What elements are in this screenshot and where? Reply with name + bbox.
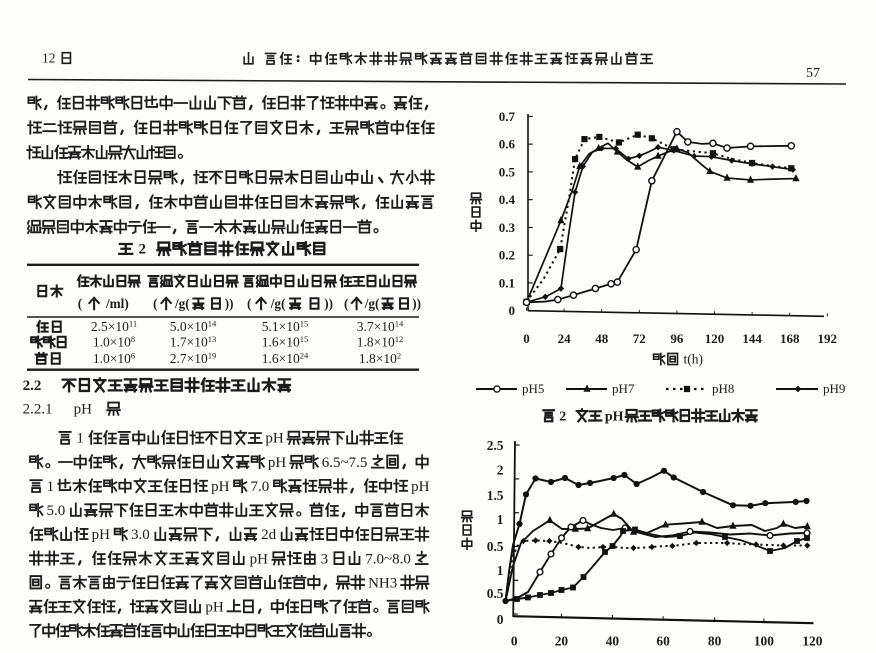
- svg-text:7.0: 7.0: [251, 479, 270, 495]
- svg-text:pH8: pH8: [712, 381, 734, 396]
- svg-text:3.7×1014: 3.7×1014: [357, 319, 404, 335]
- svg-text:pH5: pH5: [522, 381, 544, 396]
- svg-text:2.2.1: 2.2.1: [23, 402, 53, 418]
- svg-text:96: 96: [670, 331, 684, 346]
- svg-text:0.1: 0.1: [499, 275, 515, 290]
- svg-text:120: 120: [802, 634, 822, 649]
- svg-text:12: 12: [42, 51, 56, 66]
- svg-text:40: 40: [606, 634, 620, 649]
- svg-text:80: 80: [708, 634, 722, 649]
- svg-text:6.5~7.5: 6.5~7.5: [322, 455, 368, 471]
- svg-text:144: 144: [742, 331, 762, 346]
- svg-text:57: 57: [806, 66, 820, 81]
- svg-text:0: 0: [523, 331, 530, 346]
- svg-text:1: 1: [76, 431, 84, 447]
- svg-text:1.5: 1.5: [487, 488, 504, 503]
- svg-text:20: 20: [555, 634, 569, 649]
- svg-text:0.4: 0.4: [499, 192, 516, 207]
- svg-text:(: (: [344, 296, 348, 311]
- svg-text:168: 168: [780, 331, 800, 346]
- svg-text:5.1×1015: 5.1×1015: [262, 319, 309, 335]
- svg-text:7.0~8.0: 7.0~8.0: [365, 551, 411, 567]
- svg-text:3: 3: [390, 575, 398, 591]
- svg-text:0.5: 0.5: [487, 586, 504, 601]
- svg-text:0: 0: [509, 303, 516, 318]
- svg-text:(: (: [153, 296, 157, 311]
- svg-text:1.6×1024: 1.6×1024: [262, 351, 309, 367]
- svg-text:/g(: /g(: [270, 296, 286, 311]
- svg-text:2.7×1019: 2.7×1019: [170, 351, 217, 367]
- svg-text:pH: pH: [265, 431, 284, 447]
- svg-text:0.5: 0.5: [499, 164, 516, 179]
- svg-text:1.0×106: 1.0×106: [93, 351, 135, 367]
- svg-text:)): )): [324, 296, 333, 311]
- svg-text:2: 2: [497, 463, 504, 478]
- svg-text:2: 2: [559, 409, 566, 424]
- svg-text:1: 1: [47, 479, 55, 495]
- svg-text:0.2: 0.2: [499, 248, 515, 263]
- svg-text:/ml): /ml): [105, 296, 129, 311]
- svg-text:0.6: 0.6: [499, 137, 516, 152]
- svg-text:1.0×108: 1.0×108: [93, 334, 135, 350]
- svg-text:t(h): t(h): [684, 352, 704, 367]
- svg-text:24: 24: [558, 331, 572, 346]
- svg-text:3: 3: [321, 551, 329, 567]
- svg-text:0.7: 0.7: [499, 109, 516, 124]
- svg-text:pH: pH: [268, 455, 287, 471]
- svg-text:0: 0: [497, 612, 504, 627]
- svg-text:/g(: /g(: [174, 296, 190, 311]
- svg-text:0: 0: [511, 634, 518, 649]
- svg-text:192: 192: [818, 331, 838, 346]
- svg-text:pH: pH: [205, 599, 224, 615]
- svg-text:pH: pH: [74, 402, 93, 418]
- svg-text:5.0×1014: 5.0×1014: [170, 319, 217, 335]
- svg-text:2: 2: [139, 242, 147, 258]
- svg-text:)): )): [412, 296, 421, 311]
- svg-text:)): )): [225, 296, 234, 311]
- svg-text:NH: NH: [368, 575, 390, 591]
- svg-text:2.5: 2.5: [487, 438, 504, 453]
- svg-text:1.8×102: 1.8×102: [359, 351, 401, 367]
- svg-text:48: 48: [595, 331, 609, 346]
- svg-text:72: 72: [633, 331, 646, 346]
- svg-text:1.6×1015: 1.6×1015: [262, 334, 309, 350]
- svg-text:2d: 2d: [261, 527, 277, 543]
- svg-text:120: 120: [705, 331, 725, 346]
- svg-text:2.5×1011: 2.5×1011: [91, 319, 137, 335]
- svg-text:/g(: /g(: [364, 296, 380, 311]
- svg-text:1.8×1012: 1.8×1012: [357, 334, 404, 350]
- svg-text:3.0: 3.0: [131, 527, 150, 543]
- svg-text:pH: pH: [211, 479, 230, 495]
- svg-text:pH9: pH9: [823, 381, 845, 396]
- svg-text:1: 1: [497, 512, 504, 527]
- svg-text:0.3: 0.3: [499, 220, 516, 235]
- svg-text:(: (: [78, 296, 82, 311]
- svg-text:0.5: 0.5: [487, 539, 504, 554]
- svg-text:pH7: pH7: [612, 381, 635, 396]
- svg-text:pH: pH: [411, 479, 430, 495]
- svg-text:pH: pH: [605, 409, 624, 424]
- svg-text:60: 60: [656, 634, 670, 649]
- svg-text:100: 100: [754, 634, 774, 649]
- svg-text:1: 1: [497, 563, 504, 578]
- svg-text:(: (: [247, 296, 251, 311]
- svg-text:1.7×1013: 1.7×1013: [170, 334, 217, 350]
- svg-text:pH: pH: [250, 551, 269, 567]
- svg-text:5.0: 5.0: [47, 503, 66, 519]
- svg-text:pH: pH: [92, 527, 111, 543]
- svg-text:2.2: 2.2: [23, 378, 42, 394]
